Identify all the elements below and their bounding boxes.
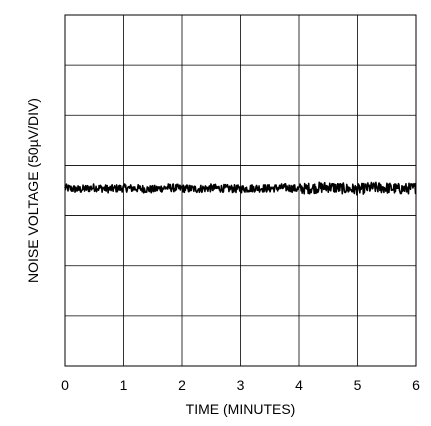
x-tick-label: 3	[237, 377, 245, 393]
y-axis-title: NOISE VOLTAGE (50µV/DIV)	[25, 98, 41, 283]
x-tick-label: 2	[178, 377, 186, 393]
x-tick-label: 0	[61, 377, 69, 393]
series-layer	[64, 181, 417, 196]
noise-trace-line	[64, 181, 417, 196]
x-tick-label: 4	[295, 377, 303, 393]
x-axis-title: TIME (MINUTES)	[186, 401, 296, 417]
x-tick-label: 6	[412, 377, 420, 393]
x-tick-labels: 0 1 2 3 4 5 6	[61, 377, 420, 393]
x-tick-label: 5	[354, 377, 362, 393]
x-tick-label: 1	[120, 377, 128, 393]
